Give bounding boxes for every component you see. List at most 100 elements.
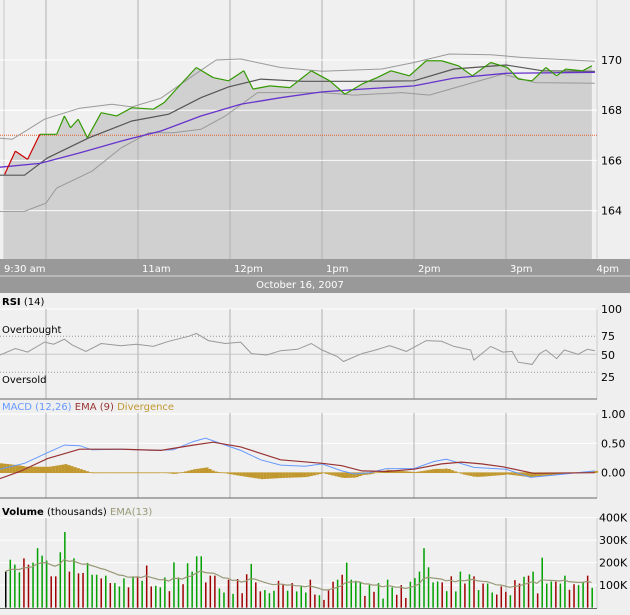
price-line-segment xyxy=(116,107,133,117)
volume-bar xyxy=(205,582,207,608)
divergence-bar xyxy=(282,472,286,478)
divergence-bar xyxy=(361,472,365,476)
divergence-bar xyxy=(423,470,427,473)
volume-bar xyxy=(432,582,434,608)
divergence-bar xyxy=(478,472,482,477)
volume-bar xyxy=(227,579,230,608)
volume-bar xyxy=(250,563,252,608)
price-line-segment xyxy=(243,70,254,90)
divergence-bar xyxy=(294,472,298,478)
volume-bar xyxy=(477,590,480,608)
divergence-bar xyxy=(328,472,332,475)
price-line-segment xyxy=(531,67,547,82)
divergence-bar xyxy=(315,472,319,475)
volume-bar xyxy=(214,575,216,608)
volume-bar xyxy=(382,598,384,608)
price-line-segment xyxy=(471,62,492,77)
divergence-bar xyxy=(248,472,252,478)
plot-area xyxy=(0,413,597,498)
price-line-segment xyxy=(376,70,392,79)
divergence-bar xyxy=(352,472,356,478)
volume-bar xyxy=(277,580,280,608)
divergence-bar xyxy=(453,471,457,473)
volume-bar xyxy=(468,574,471,608)
rsi-axis-label: 75 xyxy=(601,330,615,343)
divergence-bar xyxy=(52,466,56,473)
divergence-bar xyxy=(499,472,503,476)
price-line-segment xyxy=(289,70,312,89)
volume-bar xyxy=(591,587,593,608)
volume-bar xyxy=(568,589,571,608)
divergence-bar xyxy=(49,466,53,473)
volume-bar xyxy=(55,576,57,608)
price-line-segment xyxy=(4,150,16,175)
volume-bar xyxy=(318,595,321,608)
divergence-bar xyxy=(368,472,372,475)
price-line-segment xyxy=(163,88,177,104)
volume-bar xyxy=(105,575,107,608)
divergence-bar xyxy=(548,472,553,476)
divergence-bar xyxy=(358,472,362,477)
price-line-segment xyxy=(213,76,229,82)
price-line-segment xyxy=(195,67,214,79)
volume-bar xyxy=(91,574,93,608)
divergence-bar xyxy=(481,472,485,477)
divergence-bar xyxy=(466,472,470,476)
divergence-bar xyxy=(506,472,510,475)
price-line-segment xyxy=(175,67,197,90)
volume-bar xyxy=(82,572,84,608)
divergence-bar xyxy=(187,470,191,473)
volume-bar xyxy=(523,576,525,608)
volume-bar xyxy=(23,558,25,608)
divergence-bar xyxy=(346,472,350,478)
price-line-segment xyxy=(329,80,346,95)
divergence-bar xyxy=(61,464,65,473)
volume-bar xyxy=(332,581,334,608)
volume-bar xyxy=(232,593,234,608)
divergence-bar xyxy=(184,471,188,473)
volume-bar xyxy=(164,577,166,608)
volume-bar xyxy=(100,578,102,608)
divergence-bar xyxy=(594,470,599,473)
divergence-bar xyxy=(70,466,74,473)
volume-bar xyxy=(145,565,148,608)
date-label: October 16, 2007 xyxy=(256,280,344,291)
divergence-bar xyxy=(392,470,396,473)
volume-bar xyxy=(532,571,534,608)
price-line-segment xyxy=(27,134,41,160)
rsi-axis-label: 50 xyxy=(601,349,615,362)
volume-bar xyxy=(95,574,98,608)
volume-bar xyxy=(141,580,143,608)
volume-bar xyxy=(327,590,330,608)
volume-bar xyxy=(486,583,489,608)
price-line-segment xyxy=(228,70,245,82)
volume-bar xyxy=(355,580,357,608)
time-tick-label: 12pm xyxy=(234,264,263,275)
divergence-bar xyxy=(67,465,71,473)
volume-bar xyxy=(555,581,557,608)
divergence-bar xyxy=(441,468,445,473)
divergence-bar xyxy=(337,472,341,477)
divergence-bar xyxy=(426,470,430,473)
divergence-bar xyxy=(242,472,246,477)
divergence-bar xyxy=(21,465,25,473)
volume-bar xyxy=(450,576,453,608)
divergence-bar xyxy=(493,472,497,476)
volume-bar xyxy=(345,562,348,608)
volume-bar xyxy=(527,575,530,608)
divergence-bar xyxy=(496,472,500,476)
volume-axis-label: 300K xyxy=(599,534,628,547)
volume-bar xyxy=(445,591,448,608)
divergence-bar xyxy=(196,468,200,473)
volume-bar xyxy=(218,588,221,608)
divergence-bar xyxy=(484,472,488,477)
volume-bar xyxy=(241,593,243,608)
divergence-bar xyxy=(309,472,313,477)
price-line-segment xyxy=(86,112,102,139)
divergence-bar xyxy=(407,471,411,473)
volume-title-ema: EMA(13) xyxy=(110,507,152,518)
time-tick-label: 3pm xyxy=(510,264,532,275)
price-line-segment xyxy=(252,85,270,90)
volume-bar xyxy=(264,590,266,608)
volume-bar xyxy=(464,583,466,608)
